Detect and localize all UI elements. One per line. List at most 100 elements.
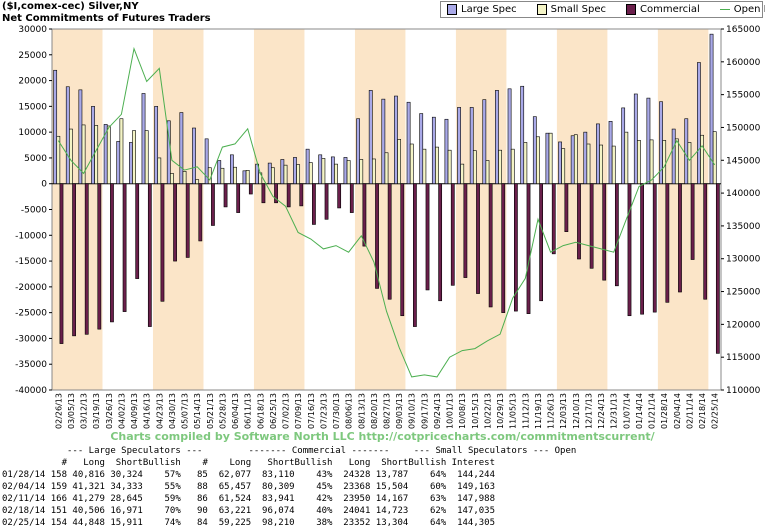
small-spec-bar (586, 143, 591, 185)
table-group-header-cell: --- Large Speculators --- (67, 446, 203, 456)
commercial-bar (236, 183, 241, 213)
left-tick-label: -20000 (15, 283, 47, 293)
x-tick-label: 07/09/13 (294, 393, 303, 429)
large-spec-bar (129, 142, 133, 185)
small-spec-bar (384, 152, 389, 185)
small-spec-bar (56, 135, 61, 185)
table-cell: 64% (429, 470, 447, 480)
small-spec-bar (662, 140, 667, 185)
table-cell: 96,074 (262, 506, 295, 516)
table-cell: 98,210 (262, 518, 295, 528)
x-tick-label: 02/25/14 (711, 393, 720, 429)
x-tick-label: 01/21/14 (648, 393, 657, 429)
small-spec-bar (182, 171, 187, 185)
x-tick-label: 01/14/14 (635, 393, 644, 429)
commercial-bar (248, 183, 253, 195)
small-spec-bar (144, 130, 149, 185)
table-cell: 55% (164, 482, 181, 492)
commercial-bar (198, 183, 203, 242)
table-group-header-cell: Open (554, 446, 577, 456)
table-group-header-cell: ------- Commercial ------- (248, 446, 390, 456)
small-spec-bar (106, 125, 111, 185)
x-tick-label: 05/21/13 (206, 393, 215, 429)
large-spec-bar (280, 159, 285, 185)
small-spec-bar (94, 125, 99, 185)
small-spec-bar (611, 145, 616, 185)
table-cell: 45% (316, 482, 333, 492)
legend-open-interest-label: Open Interest (733, 4, 765, 15)
table-header-cell: Short (381, 458, 409, 468)
x-tick-label: 08/13/13 (357, 393, 366, 429)
large-spec-bar (633, 93, 638, 185)
table-header-cell: Bullish (294, 458, 333, 468)
table-cell: 23368 (343, 482, 371, 492)
table-cell: 149,163 (457, 482, 495, 492)
left-tick-label: 10000 (18, 128, 47, 138)
x-tick-label: 08/27/13 (383, 393, 392, 429)
small-spec-bar (346, 160, 351, 185)
table-cell: 38% (316, 518, 333, 528)
x-tick-label: 11/05/13 (509, 393, 518, 429)
table-row: 02/25/14 154 44,848 15,911 74% 84 59,225 98,210… (2, 517, 576, 529)
large-spec-bar (293, 157, 297, 185)
table-cell: 144,305 (457, 518, 495, 528)
commercial-bar (211, 183, 215, 226)
x-tick-label: 10/29/13 (496, 393, 505, 429)
x-tick-label: 03/12/13 (80, 393, 89, 429)
x-tick-label: 04/02/13 (117, 393, 126, 429)
commercial-bar (173, 183, 177, 262)
x-tick-label: 06/25/13 (269, 393, 278, 429)
right-tick-label: 110000 (726, 386, 761, 396)
large-spec-bar (570, 135, 575, 185)
large-spec-bar (457, 107, 461, 185)
table-cell: 59% (164, 494, 181, 504)
x-tick-label: 11/19/13 (534, 393, 543, 429)
table-cell: 85 (197, 470, 208, 480)
commercial-bar (110, 183, 114, 323)
table-cell: 42% (316, 494, 333, 504)
x-tick-label: 10/01/13 (446, 393, 455, 429)
small-spec-bar (435, 146, 439, 185)
x-tick-label: 07/23/13 (319, 393, 328, 429)
small-spec-bar (472, 150, 477, 185)
large-spec-bar (495, 90, 499, 185)
table-cell: 40,506 (72, 506, 105, 516)
x-tick-label: 03/05/13 (67, 393, 76, 429)
table-header-cell: Bullish (142, 458, 181, 468)
left-tick-label: -15000 (15, 257, 47, 267)
large-spec-bar (520, 85, 525, 185)
legend-commercial: Commercial (625, 4, 700, 15)
background-band (657, 29, 709, 390)
x-tick-label: 10/08/13 (458, 393, 467, 429)
table-cell: 02/18/14 (2, 506, 46, 516)
x-tick-label: 12/24/13 (597, 393, 606, 429)
x-tick-label: 03/19/13 (92, 393, 101, 429)
small-spec-bar (321, 158, 326, 185)
small-spec-bar (233, 166, 237, 185)
small-spec-bar (447, 149, 452, 185)
commercial-bar (703, 183, 708, 300)
table-header-cell: Bullish (408, 458, 447, 468)
table-row: 02/04/14 159 41,321 34,333 55% 88 65,457 80,309… (2, 481, 576, 493)
right-tick-label: 130000 (726, 255, 761, 265)
x-tick-label: 11/12/13 (521, 393, 530, 429)
table-cell: 144,244 (457, 470, 495, 480)
small-spec-bar (548, 132, 553, 185)
commercial-bar (539, 183, 544, 302)
small-spec-bar (624, 131, 629, 185)
x-tick-label: 04/09/13 (130, 393, 139, 429)
table-cell: 63% (429, 494, 447, 504)
commercial-bar (286, 183, 291, 208)
left-tick-label: 25000 (18, 51, 47, 61)
cot-data-table: --- Large Speculators --- ------- Commerc… (2, 445, 576, 529)
x-tick-label: 09/17/13 (420, 393, 429, 429)
small-spec-bar (599, 144, 603, 185)
table-cell: 23352 (343, 518, 371, 528)
small-spec-bar (119, 118, 124, 185)
table-cell: 62,077 (218, 470, 252, 480)
table-cell: 65,457 (218, 482, 252, 492)
x-tick-label: 02/26/13 (54, 393, 63, 429)
small-spec-bar (170, 173, 174, 185)
right-tick-label: 160000 (726, 58, 761, 68)
x-tick-label: 06/18/13 (256, 393, 265, 429)
